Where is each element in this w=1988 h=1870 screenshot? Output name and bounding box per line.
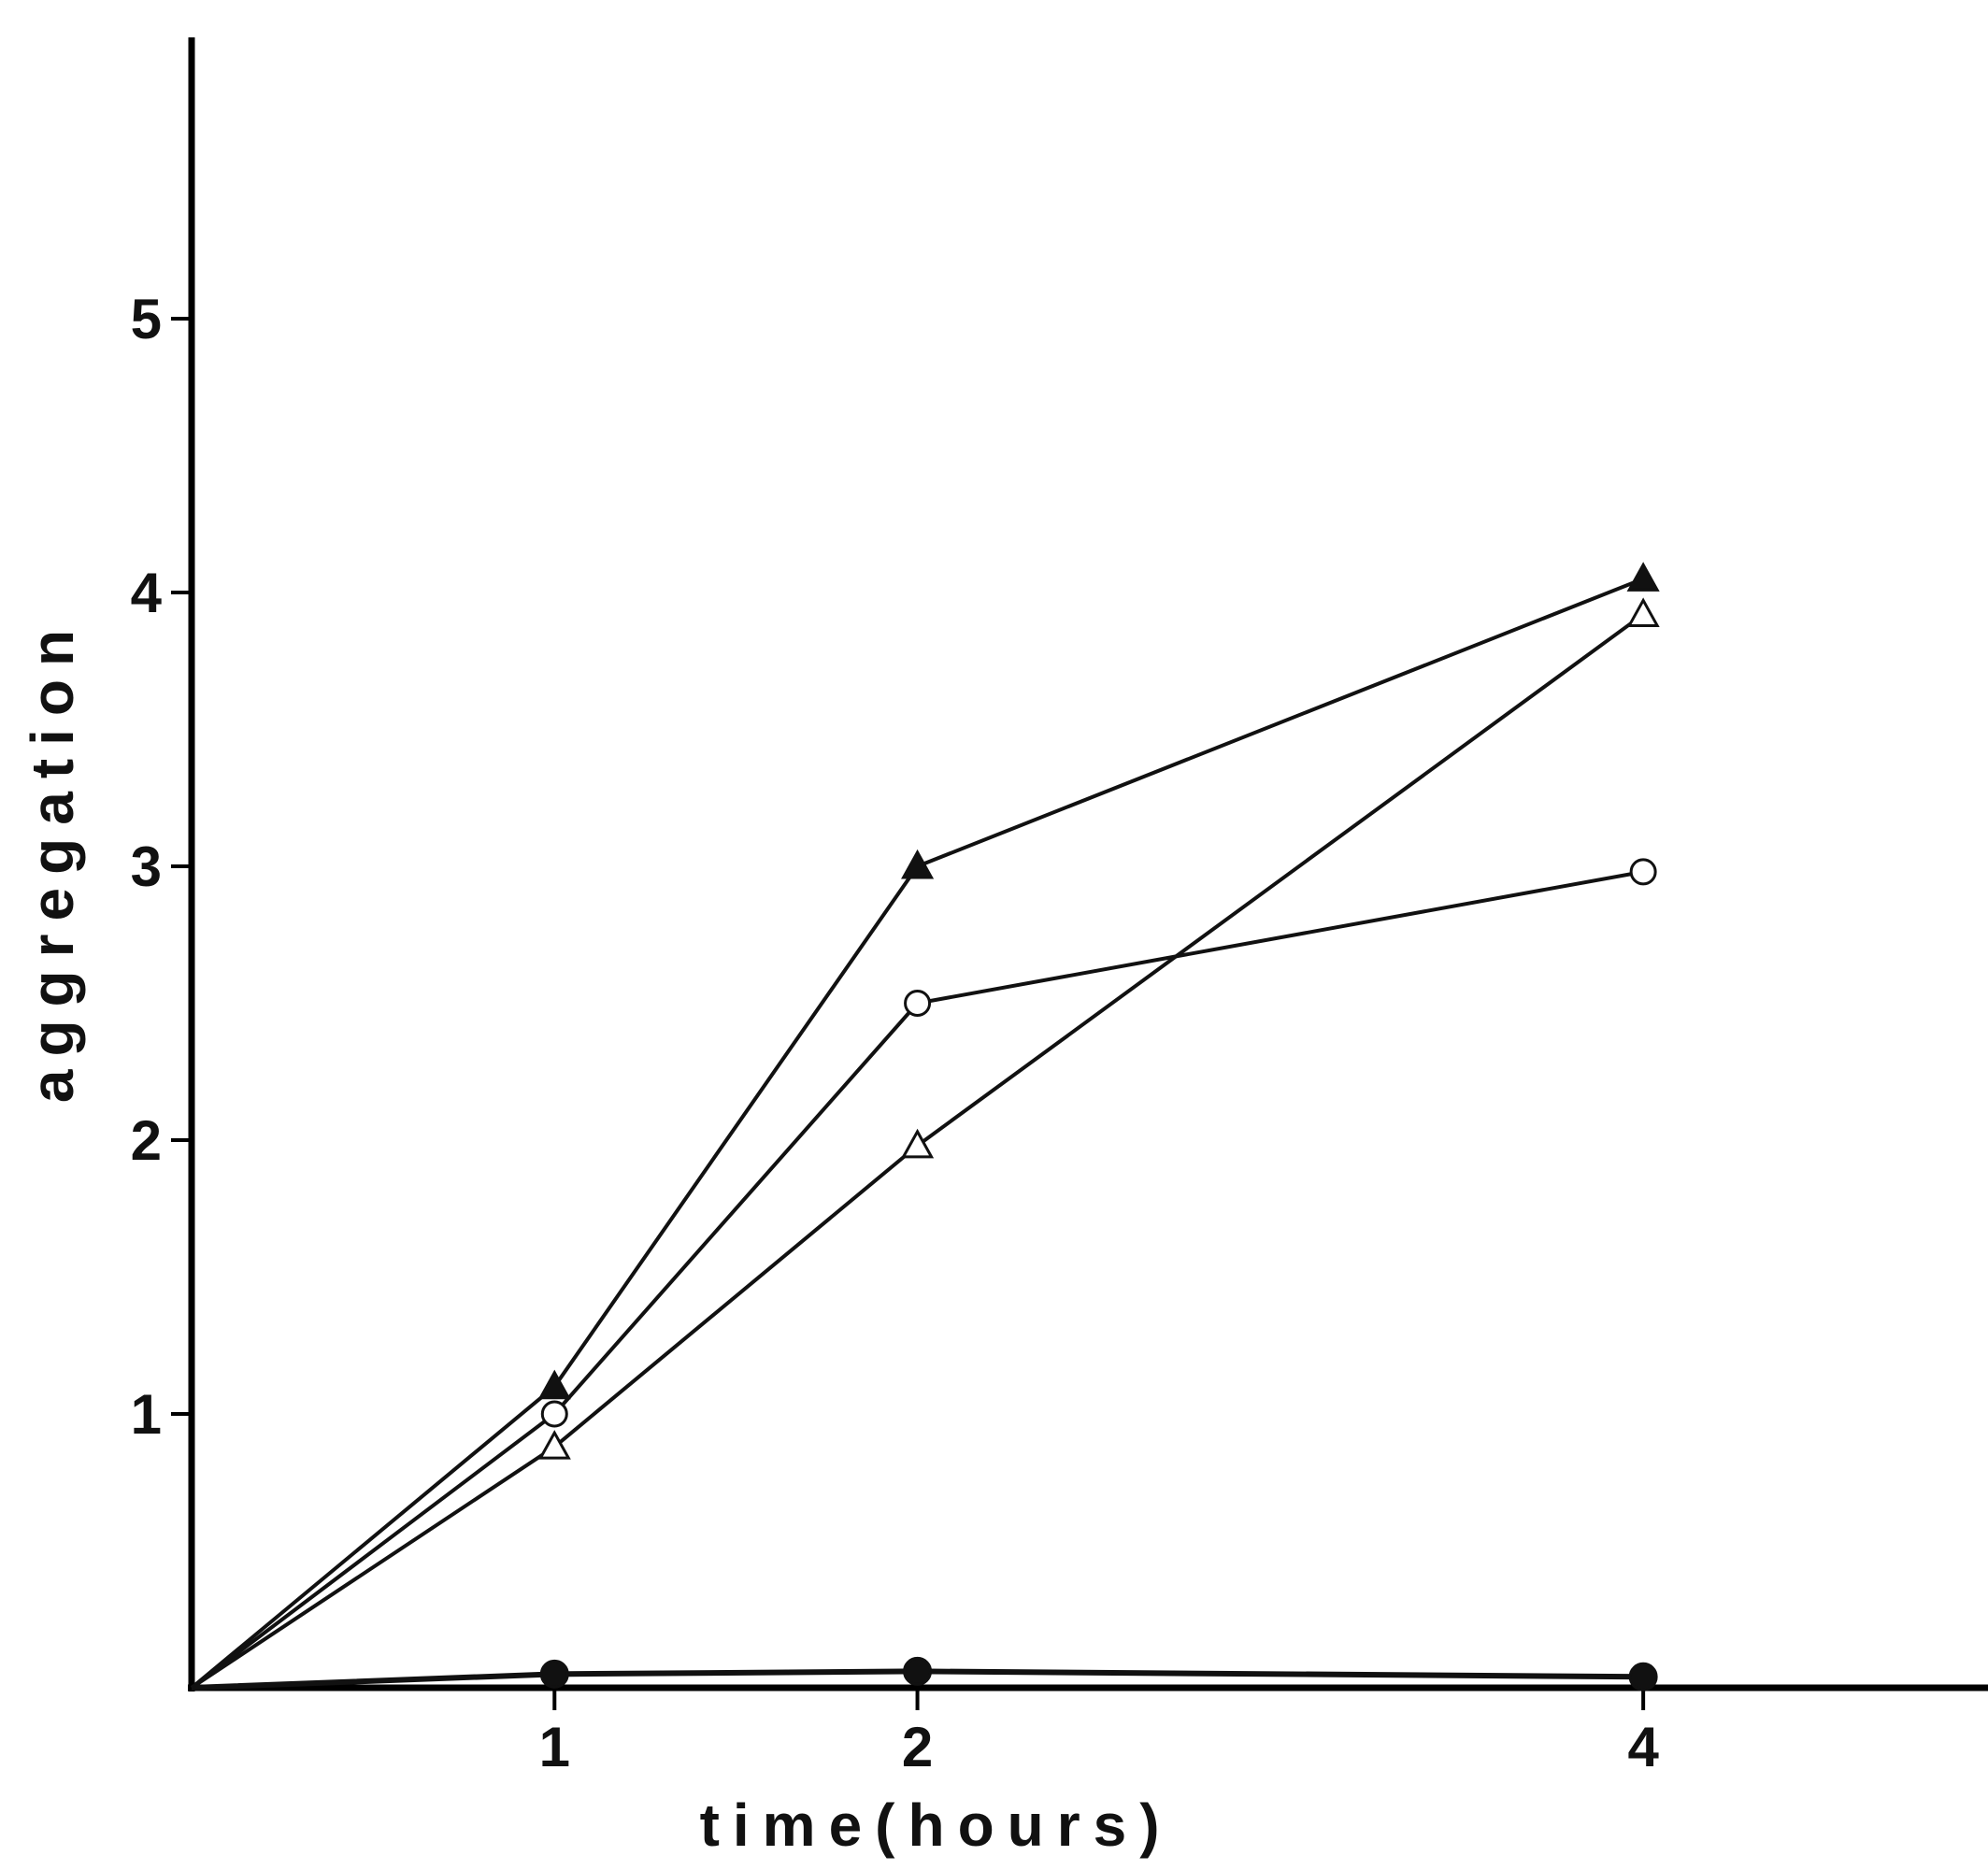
- series-filled-circle: [191, 1656, 1658, 1692]
- ticks: 1 2 3 4 5 1 2 4: [131, 288, 1660, 1778]
- point-open-triangle-4: [1626, 597, 1660, 627]
- series-layer: [190, 562, 1660, 1692]
- y-axis-title: aggregation: [19, 617, 86, 1103]
- point-open-triangle-1: [537, 1430, 571, 1460]
- point-filled-triangle-1: [537, 1369, 571, 1400]
- y-tick-label-4: 4: [131, 562, 163, 624]
- series-line-filled-triangle: [190, 577, 1644, 1690]
- x-tick-label-1: 1: [539, 1716, 570, 1778]
- x-tick-label-2: 2: [902, 1716, 933, 1778]
- point-filled-triangle-4: [1626, 562, 1660, 592]
- point-filled-circle-4: [1628, 1662, 1658, 1692]
- axes: [188, 37, 1988, 1692]
- x-tick-label-4: 4: [1627, 1716, 1659, 1778]
- x-axis-title: time(hours): [700, 1791, 1173, 1859]
- series-filled-triangle: [190, 562, 1660, 1690]
- series-line-filled-circle: [191, 1668, 1644, 1691]
- point-filled-circle-2: [903, 1656, 933, 1686]
- series-open-triangle: [190, 597, 1660, 1690]
- point-open-circle-4: [1629, 858, 1657, 886]
- series-line-open-triangle: [190, 612, 1645, 1690]
- point-filled-circle-1: [539, 1659, 569, 1689]
- y-tick-label-1: 1: [131, 1383, 162, 1446]
- series-line-open-circle: [190, 869, 1644, 1690]
- point-open-triangle-2: [901, 1128, 935, 1159]
- y-tick-label-2: 2: [131, 1109, 162, 1172]
- point-open-circle-1: [540, 1400, 568, 1428]
- y-tick-label-3: 3: [131, 835, 162, 898]
- point-open-circle-2: [904, 990, 932, 1017]
- point-filled-triangle-2: [901, 849, 935, 879]
- series-open-circle: [190, 858, 1657, 1690]
- y-tick-label-5: 5: [131, 288, 162, 350]
